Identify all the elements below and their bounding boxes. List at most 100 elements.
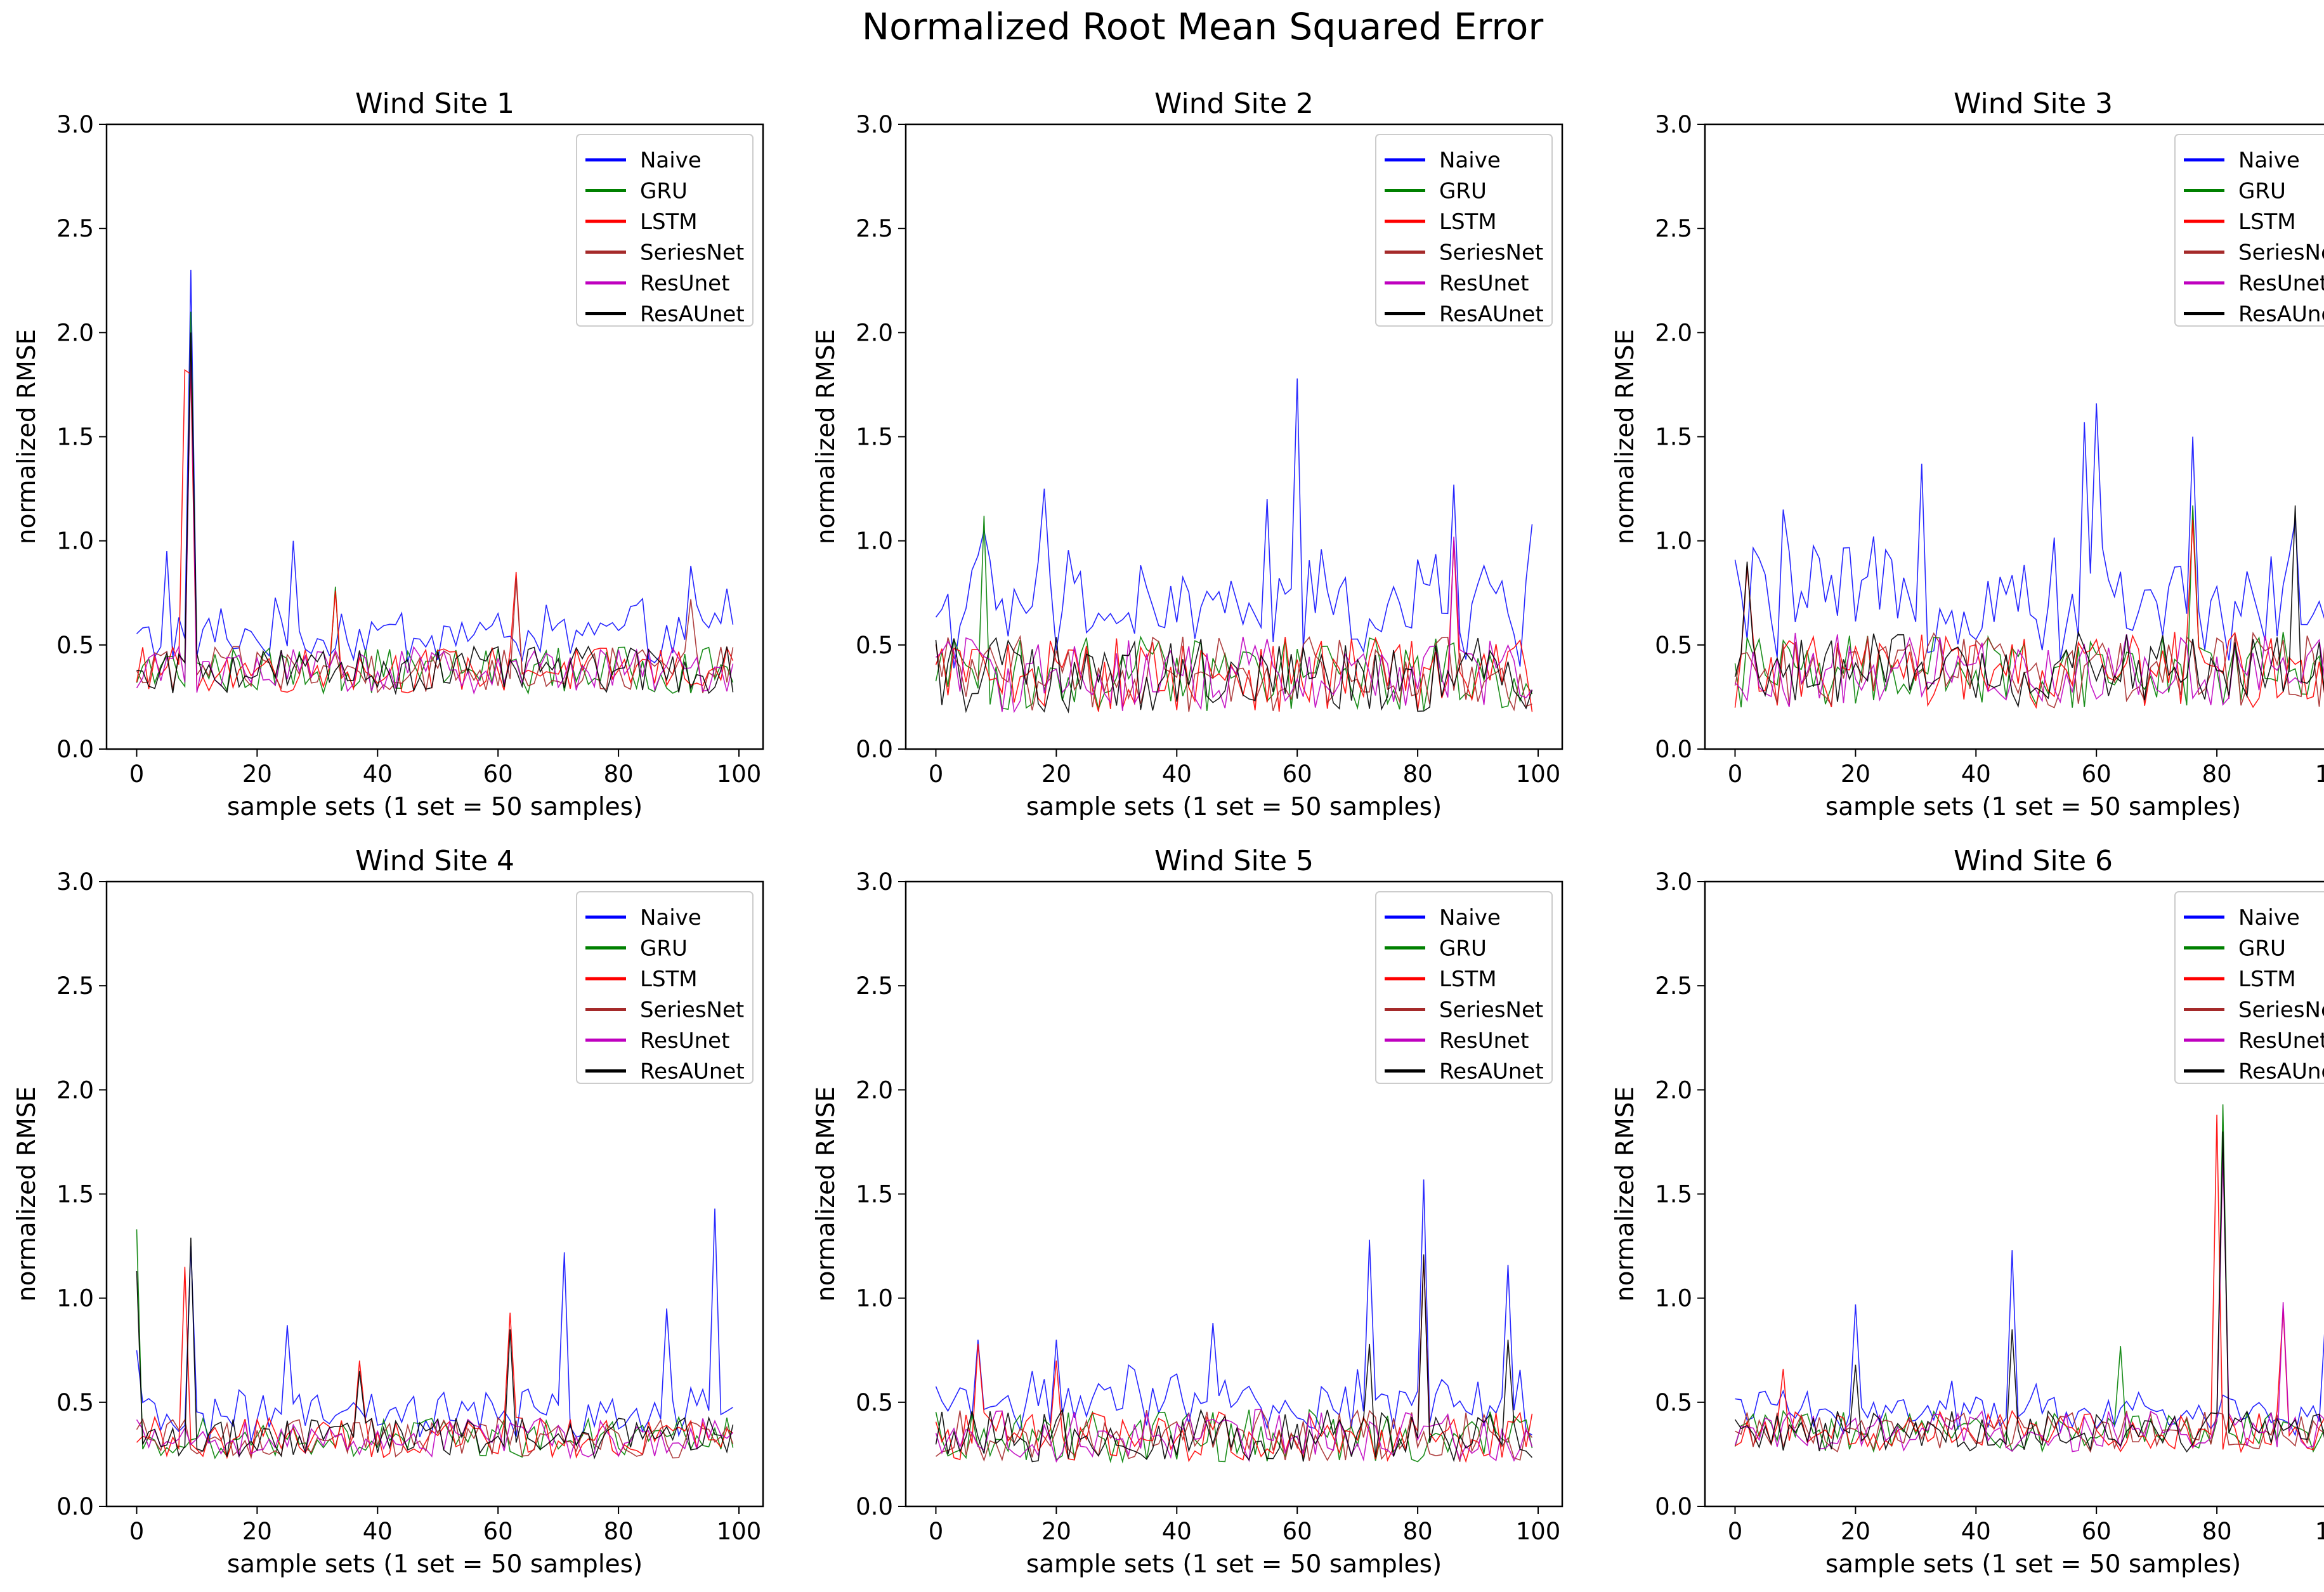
x-tick-label: 80: [2202, 1518, 2232, 1545]
x-tick-label: 60: [483, 760, 513, 788]
legend-entry-naive: Naive: [640, 148, 702, 173]
subplot-title: Wind Site 6: [1954, 845, 2113, 877]
legend-entry-seriesnet: SeriesNet: [640, 240, 744, 266]
legend-entry-naive: Naive: [1439, 148, 1501, 173]
x-tick-label: 40: [1162, 760, 1192, 788]
legend-entry-naive: Naive: [2238, 905, 2300, 930]
x-tick-label: 0: [1728, 1518, 1743, 1545]
plot-lines: [136, 270, 734, 696]
x-tick-label: 60: [1283, 760, 1312, 788]
y-tick-label: 0.0: [1655, 736, 1692, 763]
series-line-gru: [1734, 1104, 2324, 1453]
y-tick-label: 2.5: [856, 972, 893, 1000]
figure-title: Normalized Root Mean Squared Error: [862, 5, 1544, 48]
y-tick-label: 1.5: [56, 424, 94, 451]
subplot-title: Wind Site 1: [355, 88, 514, 120]
x-axis-label: sample sets (1 set = 50 samples): [227, 1550, 643, 1579]
y-tick-label: 2.5: [856, 215, 893, 242]
y-tick-label: 2.5: [1655, 215, 1692, 242]
subplot-title: Wind Site 3: [1954, 88, 2113, 120]
legend-entry-resunet: ResUnet: [1439, 1028, 1529, 1054]
legend-box: [2174, 891, 2324, 1084]
legend-box: [1375, 134, 1553, 327]
x-tick-label: 0: [129, 760, 145, 788]
series-line-resunet: [136, 343, 734, 695]
y-tick-label: 1.0: [1655, 1285, 1692, 1312]
y-tick-label: 3.0: [56, 111, 94, 138]
x-tick-label: 0: [1728, 760, 1743, 788]
series-line-resunet: [935, 537, 1533, 714]
legend-entry-resaunet: ResAUnet: [2238, 302, 2324, 327]
y-tick-label: 2.0: [856, 319, 893, 346]
x-tick-label: 40: [1162, 1518, 1192, 1545]
plot-lines: [1734, 1104, 2324, 1454]
legend: Naive GRU LSTM SeriesNet ResUnet ResAUnet: [1375, 891, 1553, 1085]
series-line-resunet: [935, 1409, 1533, 1463]
y-tick-label: 0.5: [1655, 632, 1692, 659]
x-tick-label: 60: [483, 1518, 513, 1545]
legend-entry-resunet: ResUnet: [2238, 271, 2324, 296]
legend-entry-gru: GRU: [1439, 179, 1487, 204]
legend-entry-resunet: ResUnet: [640, 1028, 729, 1054]
x-tick-label: 60: [1283, 1518, 1312, 1545]
legend-entry-lstm: LSTM: [1439, 967, 1497, 992]
x-tick-label: 100: [1516, 1518, 1561, 1545]
series-line-resaunet: [1734, 505, 2324, 708]
subplot-title: Wind Site 2: [1154, 88, 1314, 120]
legend-entry-naive: Naive: [2238, 148, 2300, 173]
y-tick-label: 2.5: [1655, 972, 1692, 1000]
series-line-seriesnet: [1735, 1411, 2324, 1453]
subplot-title: Wind Site 4: [355, 845, 514, 877]
y-tick-label: 2.0: [56, 319, 94, 346]
subplot-5: 0 20 40 60 80 100 0.0 0.5 1.0 1.5 2.0 2.5 3.0 Wind Si…: [812, 845, 1563, 1579]
legend-box: [576, 891, 754, 1084]
legend-entry-naive: Naive: [640, 905, 702, 930]
legend-entry-resunet: ResUnet: [1439, 271, 1529, 296]
legend-entry-resunet: ResUnet: [2238, 1028, 2324, 1054]
x-tick-label: 80: [2202, 760, 2232, 788]
x-tick-label: 20: [1841, 760, 1870, 788]
y-tick-label: 0.0: [56, 1493, 94, 1520]
legend: Naive GRU LSTM SeriesNet ResUnet ResAUnet: [1375, 134, 1553, 327]
x-tick-label: 100: [717, 1518, 762, 1545]
series-line-seriesnet: [136, 353, 734, 694]
legend-entry-gru: GRU: [640, 936, 688, 962]
x-tick-label: 20: [242, 1518, 272, 1545]
series-line-naive: [136, 1208, 733, 1444]
x-tick-label: 80: [604, 1518, 634, 1545]
y-tick-label: 0.5: [1655, 1389, 1692, 1416]
series-line-resaunet: [136, 332, 734, 696]
legend-entry-lstm: LSTM: [2238, 209, 2296, 235]
y-tick-label: 3.0: [856, 111, 893, 138]
legend: Naive GRU LSTM SeriesNet ResUnet ResAUnet: [2174, 134, 2324, 327]
x-tick-label: 20: [1041, 760, 1071, 788]
y-axis-label: normalized RMSE: [812, 1086, 840, 1302]
y-axis-label: normalized RMSE: [13, 1086, 41, 1302]
y-tick-label: 0.0: [56, 736, 94, 763]
y-tick-label: 1.0: [56, 1285, 94, 1312]
y-tick-label: 2.0: [1655, 319, 1692, 346]
series-line-seriesnet: [136, 1416, 734, 1459]
legend: Naive GRU LSTM SeriesNet ResUnet ResAUnet: [2174, 891, 2324, 1085]
plot-lines: [935, 378, 1533, 714]
legend-entry-seriesnet: SeriesNet: [640, 998, 744, 1023]
x-tick-label: 80: [1403, 1518, 1433, 1545]
y-tick-label: 2.5: [56, 215, 94, 242]
legend-box: [576, 134, 754, 327]
subplot-1: 0 20 40 60 80 100 0.0 0.5 1.0 1.5 2.0 2.5 3.0 Wind Si…: [13, 88, 764, 821]
x-axis-label: sample sets (1 set = 50 samples): [1825, 793, 2241, 821]
x-tick-label: 0: [929, 1518, 944, 1545]
y-axis-label: normalized RMSE: [1611, 1086, 1640, 1302]
y-tick-label: 0.5: [856, 1389, 893, 1416]
x-tick-label: 100: [717, 760, 762, 788]
y-tick-label: 1.0: [856, 528, 893, 555]
legend-entry-naive: Naive: [1439, 905, 1501, 930]
x-tick-label: 40: [1961, 760, 1991, 788]
y-tick-label: 1.0: [56, 528, 94, 555]
x-tick-label: 80: [1403, 760, 1433, 788]
series-line-naive: [136, 270, 734, 663]
series-line-resaunet: [1734, 1131, 2324, 1453]
y-axis-label: normalized RMSE: [812, 329, 840, 544]
legend-entry-resaunet: ResAUnet: [2238, 1059, 2324, 1085]
y-tick-label: 2.0: [1655, 1076, 1692, 1104]
